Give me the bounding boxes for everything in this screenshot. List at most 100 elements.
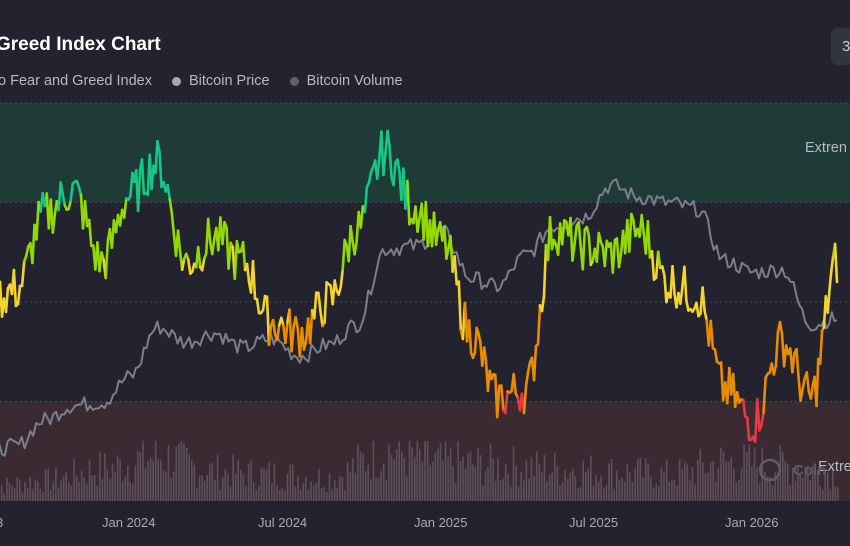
x-tick-label: Jul 2024 <box>258 515 307 530</box>
fear-greed-segment <box>61 192 66 207</box>
volume-bar <box>242 474 245 501</box>
legend-label: Bitcoin Volume <box>306 73 403 89</box>
fear-greed-segment <box>762 376 767 415</box>
price-line <box>0 178 838 457</box>
volume-bar <box>157 459 159 501</box>
fear-greed-segment <box>548 215 554 251</box>
volume-bar <box>499 480 502 501</box>
volume-bar <box>462 456 464 501</box>
volume-bar <box>696 460 699 501</box>
volume-bar <box>221 476 224 501</box>
volume-bar <box>406 476 408 501</box>
volume-bar <box>497 458 499 501</box>
volume-bar <box>216 455 219 501</box>
fear-greed-segment <box>536 303 542 346</box>
volume-bar <box>489 444 492 501</box>
volume-bar <box>707 472 709 501</box>
legend-dot-icon <box>172 76 181 86</box>
fear-greed-segment <box>526 360 532 374</box>
volume-bar <box>538 464 541 501</box>
volume-bar <box>789 485 792 501</box>
legend-item-bitcoin-price[interactable]: Bitcoin Price <box>172 73 270 89</box>
volume-bar <box>452 465 454 501</box>
volume-bar <box>320 488 323 501</box>
fear-greed-segment <box>791 352 796 374</box>
volume-bar <box>263 467 265 501</box>
volume-bar <box>382 463 385 501</box>
volume-bar <box>671 479 673 501</box>
volume-bar <box>289 464 291 501</box>
volume-bar <box>712 461 714 501</box>
volume-bar <box>0 485 3 501</box>
fear-greed-segment <box>154 139 159 175</box>
volume-bar <box>464 468 467 501</box>
legend-item-bitcoin-volume[interactable]: Bitcoin Volume <box>289 73 403 89</box>
x-tick-label: 3 <box>0 515 3 530</box>
volume-bar <box>219 489 221 501</box>
volume-bar <box>776 472 779 501</box>
fear-greed-segment <box>585 225 591 237</box>
volume-bar <box>247 463 250 501</box>
volume-bar <box>758 483 761 501</box>
volume-bar <box>590 455 592 501</box>
volume-bar <box>437 448 439 501</box>
volume-bar <box>608 463 610 501</box>
volume-bar <box>188 454 190 501</box>
volume-bar <box>745 451 748 501</box>
fear-greed-segment <box>685 299 690 312</box>
volume-bar <box>824 471 827 501</box>
volume-bar <box>722 451 725 501</box>
volume-bar <box>442 460 444 501</box>
volume-bar <box>494 480 497 501</box>
volume-bar <box>652 487 655 501</box>
volume-bar <box>605 485 608 501</box>
volume-bar <box>31 489 34 501</box>
volume-bar <box>60 480 62 501</box>
fear-greed-segment <box>312 291 318 320</box>
volume-bar <box>255 489 258 501</box>
volume-bar <box>587 468 590 501</box>
volume-bar <box>492 458 494 501</box>
fear-greed-segment <box>581 228 587 271</box>
volume-bar <box>127 465 129 501</box>
x-tick-label: Jan 2025 <box>414 515 468 530</box>
volume-bar <box>104 453 106 501</box>
legend-item-fear-greed[interactable]: to Fear and Greed Index <box>0 73 152 89</box>
volume-bar <box>101 479 104 501</box>
fear-greed-segment <box>271 318 277 336</box>
volume-bar <box>341 477 344 501</box>
fear-greed-segment <box>341 238 347 272</box>
volume-bar <box>408 441 411 501</box>
watermark-logo: Coin <box>758 458 826 482</box>
volume-bar <box>774 472 776 501</box>
volume-bar <box>569 473 572 501</box>
legend-label: to Fear and Greed Index <box>0 73 152 89</box>
fear-greed-segment <box>122 197 128 219</box>
volume-bar <box>579 486 582 501</box>
fear-greed-segment <box>818 329 824 365</box>
volume-bar <box>377 478 380 501</box>
volume-bar <box>502 478 504 501</box>
volume-bar <box>543 455 546 501</box>
fear-greed-segment <box>140 158 146 196</box>
fear-greed-segment <box>294 316 300 331</box>
volume-bar <box>152 460 154 501</box>
volume-bar <box>794 481 797 501</box>
volume-bar <box>658 486 660 501</box>
fear-greed-segment <box>778 320 784 336</box>
volume-bar <box>286 473 289 501</box>
volume-bar <box>814 463 817 501</box>
volume-bar <box>660 467 663 501</box>
volume-bar <box>354 473 357 501</box>
time-range-button[interactable]: 3 <box>831 28 850 65</box>
volume-bar <box>709 462 712 501</box>
volume-bar <box>109 478 111 501</box>
band-extreme-greed <box>0 103 850 203</box>
volume-bar <box>797 467 799 501</box>
fear-greed-segment <box>20 260 26 288</box>
fear-greed-segment <box>275 323 281 342</box>
volume-bar <box>699 448 702 501</box>
volume-bar <box>83 477 86 501</box>
fear-greed-segment <box>774 330 780 368</box>
volume-bar <box>639 457 642 501</box>
